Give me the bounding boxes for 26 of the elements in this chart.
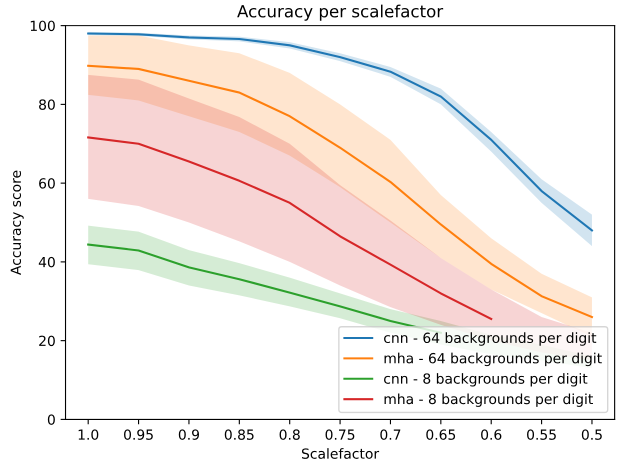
legend-label: cnn - 8 backgrounds per digit — [384, 373, 588, 387]
x-tick-label: 0.85 — [224, 429, 254, 440]
x-tick-label: 1.0 — [78, 429, 98, 440]
x-tick-label: 0.5 — [582, 429, 602, 440]
y-tick-label: 60 — [39, 178, 55, 189]
x-axis-title: Scalefactor — [302, 448, 380, 459]
x-tick-label: 0.55 — [527, 429, 556, 440]
y-tick-label: 80 — [39, 99, 55, 110]
x-tick-label: 0.7 — [380, 429, 400, 440]
legend-label: mha - 64 backgrounds per digit — [384, 352, 602, 366]
x-tick-label: 0.8 — [280, 429, 300, 440]
y-axis-title: Accuracy score — [10, 170, 24, 275]
line-series — [87, 64, 594, 318]
x-tick-label: 0.75 — [326, 429, 354, 440]
y-tick-label: 0 — [48, 414, 55, 425]
line-series — [87, 136, 492, 320]
x-tick-label: 0.9 — [178, 429, 200, 440]
y-tick-label: 40 — [38, 256, 55, 268]
y-tick-label: 100 — [30, 20, 55, 32]
y-tick-label: 20 — [39, 336, 55, 346]
legend-label: mha - 8 backgrounds per digit — [384, 393, 593, 407]
legend-label: cnn - 64 backgrounds per digit — [384, 332, 596, 346]
x-tick-label: 0.95 — [124, 429, 153, 440]
x-tick-label: 0.6 — [481, 429, 502, 440]
x-tick-label: 0.65 — [426, 429, 456, 440]
chart-title: Accuracy per scalefactor — [237, 4, 444, 21]
